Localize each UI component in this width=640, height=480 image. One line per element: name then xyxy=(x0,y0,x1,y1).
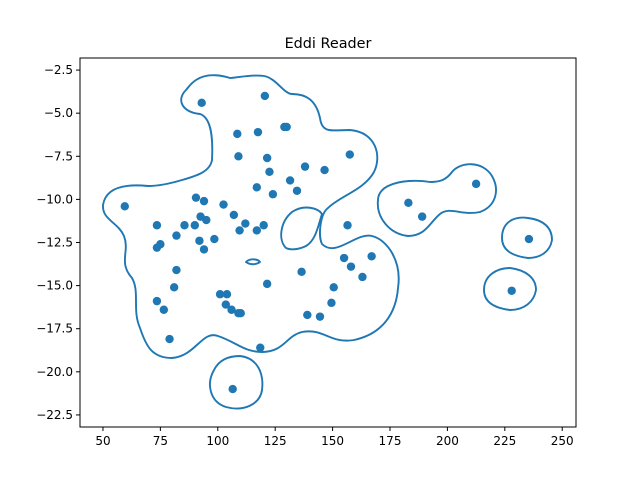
scatter-point xyxy=(262,279,272,289)
scatter-point xyxy=(300,162,310,171)
scatter-point xyxy=(315,312,325,321)
scatter-point xyxy=(260,91,270,101)
y-tick-label: −12.5 xyxy=(36,236,73,250)
scatter-point xyxy=(507,286,516,295)
scatter-point xyxy=(169,283,179,292)
contour-main xyxy=(102,74,400,359)
scatter-point xyxy=(190,221,200,230)
scatter-point xyxy=(199,245,209,254)
scatter-point xyxy=(152,221,162,230)
scatter-point xyxy=(227,305,236,314)
scatter-points xyxy=(120,91,534,394)
scatter-point xyxy=(320,165,329,175)
y-tick-label: −17.5 xyxy=(36,322,73,336)
y-tick-label: −22.5 xyxy=(36,408,73,422)
contour-hole xyxy=(280,206,323,251)
scatter-point xyxy=(297,267,306,277)
scatter-point xyxy=(234,152,243,161)
x-tick-label: 225 xyxy=(493,434,516,448)
x-tick-label: 150 xyxy=(321,434,344,448)
scatter-point xyxy=(172,231,181,240)
axes-frame xyxy=(79,57,577,428)
contour-far-right-lower xyxy=(483,267,537,311)
scatter-point xyxy=(367,252,376,261)
scatter-point xyxy=(358,272,367,282)
scatter-point xyxy=(252,183,262,192)
scatter-point xyxy=(262,153,272,163)
scatter-point xyxy=(343,221,352,230)
scatter-point xyxy=(219,200,228,209)
scatter-point xyxy=(404,198,413,208)
scatter-point xyxy=(180,221,189,230)
x-tick-label: 100 xyxy=(206,434,229,448)
contour-far-right-upper xyxy=(501,216,553,259)
scatter-point xyxy=(152,296,162,306)
scatter-point xyxy=(165,334,174,344)
x-tick-label: 250 xyxy=(551,434,574,448)
density-contours xyxy=(102,74,553,410)
x-tick-label: 75 xyxy=(153,434,168,448)
scatter-point xyxy=(202,215,211,225)
scatter-point xyxy=(241,219,250,228)
scatter-point xyxy=(524,234,534,244)
scatter-point xyxy=(235,226,244,235)
scatter-point xyxy=(339,253,349,263)
y-tick-label: −20.0 xyxy=(36,365,73,379)
contour-bottom xyxy=(209,355,264,410)
scatter-point xyxy=(252,226,262,235)
scatter-point xyxy=(199,196,209,206)
scatter-point xyxy=(172,265,181,275)
y-tick-label: −2.5 xyxy=(44,63,73,77)
scatter-point xyxy=(285,176,295,185)
scatter-point xyxy=(229,210,239,220)
scatter-point xyxy=(471,179,481,189)
scatter-point xyxy=(346,262,356,271)
y-tick-label: −15.0 xyxy=(36,279,73,293)
scatter-point xyxy=(259,221,268,230)
scatter-point xyxy=(345,150,355,159)
y-tick-label: −10.0 xyxy=(36,192,73,206)
scatter-point xyxy=(327,298,336,308)
scatter-point xyxy=(233,129,242,139)
x-tick-label: 200 xyxy=(436,434,459,448)
scatter-point xyxy=(268,190,278,199)
scatter-point xyxy=(329,283,338,292)
contour-small-island xyxy=(245,258,261,266)
scatter-point xyxy=(253,127,263,137)
scatter-point xyxy=(265,167,274,177)
scatter-point xyxy=(159,305,169,314)
scatter-point xyxy=(292,186,302,195)
scatter-point xyxy=(222,290,232,299)
scatter-point xyxy=(228,384,237,394)
contour-right xyxy=(377,163,497,237)
scatter-point xyxy=(195,236,204,245)
x-tick-label: 175 xyxy=(379,434,402,448)
chart-title: Eddi Reader xyxy=(285,36,372,52)
y-tick-label: −5.0 xyxy=(44,106,73,120)
scatter-point xyxy=(221,300,231,309)
scatter-point xyxy=(282,122,291,132)
scatter-point xyxy=(256,343,265,352)
scatter-point xyxy=(303,310,312,320)
scatter-point xyxy=(417,212,427,221)
scatter-point xyxy=(197,98,206,108)
x-tick-label: 50 xyxy=(95,434,110,448)
scatter-point xyxy=(210,234,219,244)
y-axis-ticks: −2.5 −5.0 −7.5 −10.0 −12.5 −15.0 −17.5 −20.0 −22… xyxy=(36,63,80,422)
x-axis-ticks: 50 75 100 125 150 175 200 225 250 xyxy=(95,427,574,448)
y-tick-label: −7.5 xyxy=(44,149,73,163)
scatter-point xyxy=(191,193,201,202)
scatter-point xyxy=(120,202,129,211)
scatter-point xyxy=(236,308,245,318)
scatter-point xyxy=(152,243,162,252)
scatter-point xyxy=(215,290,225,299)
x-tick-label: 125 xyxy=(264,434,287,448)
